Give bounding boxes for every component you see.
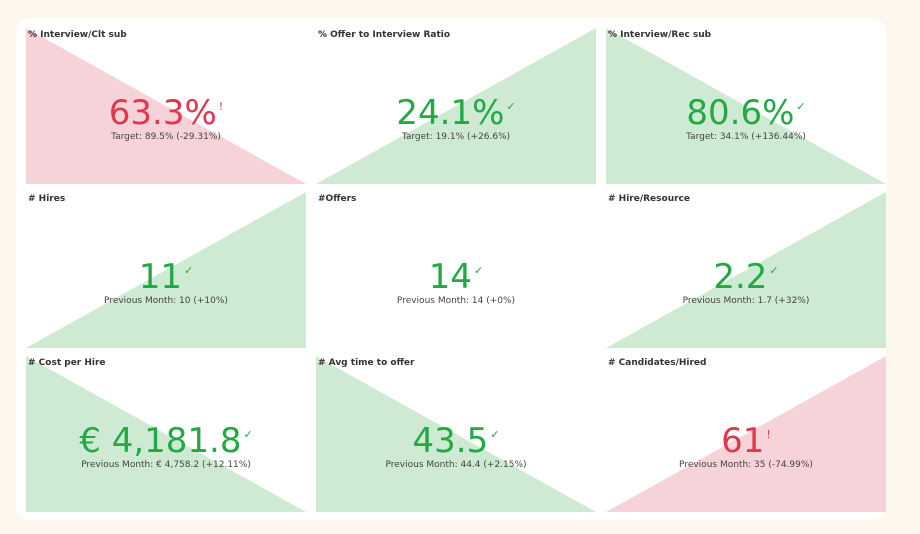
kpi-card-offer-to-interview-ratio[interactable]: % Offer to Interview Ratio 24.1% ✓ Target… [316,28,596,184]
kpi-triangle-indicator [316,28,596,184]
kpi-triangle-indicator [606,192,886,348]
kpi-value: 43.5 ✓ [412,421,500,461]
kpi-card-cost-per-hire[interactable]: # Cost per Hire € 4,181.8 ✓ Previous Mont… [26,356,306,512]
kpi-card-hires[interactable]: # Hires 11 ✓ Previous Month: 10 (+10%) [26,192,306,348]
kpi-card-interview-rec-sub[interactable]: % Interview/Rec sub 80.6% ✓ Target: 34.1%… [606,28,886,184]
kpi-previous-month: Previous Month: 10 (+10%) [104,296,228,306]
kpi-title: % Offer to Interview Ratio [318,30,451,40]
check-icon: ✓ [506,100,516,113]
kpi-value: 61! [721,421,771,461]
kpi-previous-month: Previous Month: 35 (-74.99%) [679,460,813,470]
check-icon: ✓ [796,100,806,113]
check-icon: ✓ [490,428,500,441]
kpi-triangle-indicator [26,192,306,348]
kpi-target: Target: 19.1% (+26.6%) [401,132,511,142]
check-icon: ✓ [243,428,253,441]
kpi-card-avg-time-to-offer[interactable]: # Avg time to offer 43.5 ✓ Previous Month… [316,356,596,512]
kpi-previous-month: Previous Month: 44.4 (+2.15%) [385,460,527,470]
kpi-title: # Hire/Resource [608,194,690,204]
kpi-previous-month: Previous Month: € 4,758.2 (+12.11%) [81,460,251,470]
check-icon: ✓ [474,264,484,277]
kpi-triangle-indicator [606,356,886,512]
kpi-previous-month: Previous Month: 14 (+0%) [396,296,516,306]
check-icon: ✓ [184,264,194,277]
kpi-value: 80.6% ✓ [686,93,806,133]
kpi-card-interview-clt-sub[interactable]: % Interview/Clt sub 63.3%! Target: 89.5%… [26,28,306,184]
kpi-previous-month: Previous Month: 1.7 (+32%) [682,296,810,306]
kpi-title: # Candidates/Hired [608,358,707,368]
kpi-value: 24.1% ✓ [396,93,516,133]
kpi-triangle-indicator [316,356,596,512]
kpi-title: #Offers [318,194,357,204]
kpi-card-candidates-hired[interactable]: # Candidates/Hired 61! Previous Month: 3… [606,356,886,512]
kpi-value: 11 ✓ [138,257,194,297]
kpi-value: 14 ✓ [428,257,484,297]
kpi-card-offers[interactable]: #Offers 14 ✓ Previous Month: 14 (+0%) [316,192,596,348]
kpi-target: Target: 89.5% (-29.31%) [111,132,221,142]
kpi-dashboard: % Interview/Clt sub 63.3%! Target: 89.5%… [16,18,886,520]
kpi-card-hire-resource[interactable]: # Hire/Resource 2.2 ✓ Previous Month: 1.7… [606,192,886,348]
kpi-title: # Cost per Hire [28,358,106,368]
check-icon: ✓ [769,264,779,277]
kpi-triangle-indicator [26,356,306,512]
kpi-target: Target: 34.1% (+136.44%) [686,132,806,142]
kpi-title: % Interview/Rec sub [608,30,712,40]
kpi-title: % Interview/Clt sub [28,30,127,40]
kpi-value: 2.2 ✓ [713,257,779,297]
kpi-title: # Hires [28,194,66,204]
kpi-triangle-indicator [606,28,886,184]
kpi-grid: % Interview/Clt sub 63.3%! Target: 89.5%… [26,28,886,512]
kpi-value: 63.3%! [108,93,224,133]
alert-icon: ! [766,428,771,441]
kpi-triangle-indicator [26,28,306,184]
alert-icon: ! [218,100,224,113]
kpi-title: # Avg time to offer [318,358,415,368]
kpi-value: € 4,181.8 ✓ [79,421,253,461]
